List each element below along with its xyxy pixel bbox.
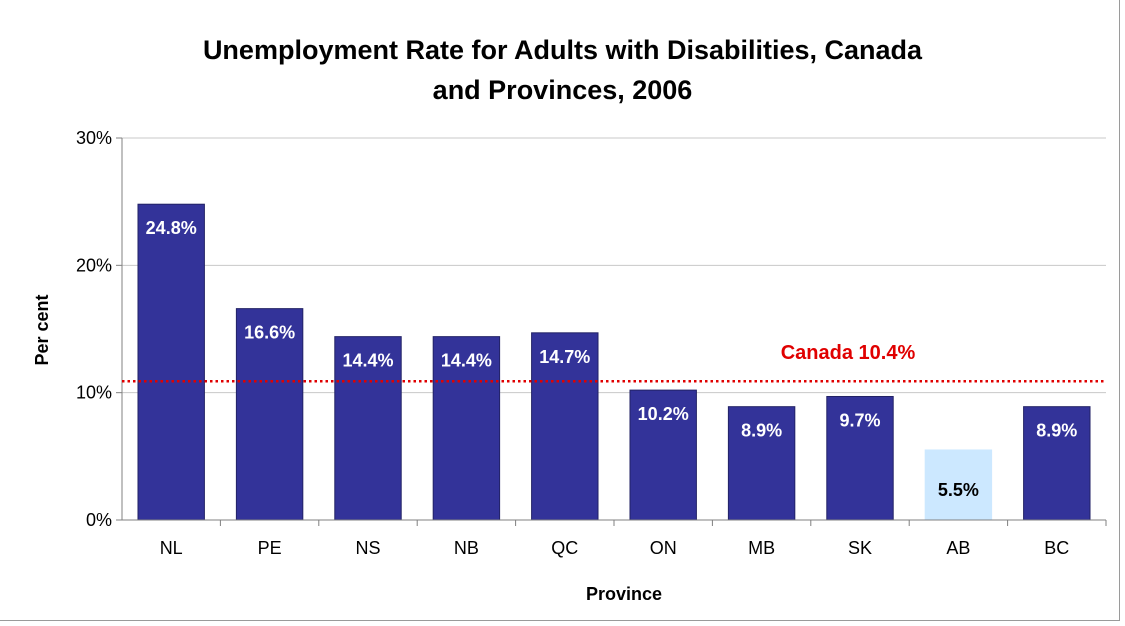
x-tick-label-qc: QC bbox=[551, 538, 578, 558]
x-tick-label-mb: MB bbox=[748, 538, 775, 558]
y-tick-label: 30% bbox=[76, 128, 112, 148]
bar-mb bbox=[727, 406, 796, 521]
canada-reference-label: Canada 10.4% bbox=[781, 342, 916, 364]
data-label-nb: 14.4% bbox=[441, 351, 492, 371]
x-tick-label-nb: NB bbox=[454, 538, 479, 558]
labels: 0% 10% 20% 30% 24.8% NL 16.6% PE 14.4% NS 14.4% NB 1… bbox=[76, 128, 1106, 558]
y-axis-title: Per cent bbox=[32, 294, 52, 365]
chart-title: Unemployment Rate for Adults with Disabi… bbox=[202, 35, 923, 105]
bar-nl bbox=[137, 203, 205, 521]
data-label-ab: 5.5% bbox=[938, 480, 979, 500]
bar-sk bbox=[826, 395, 894, 521]
x-tick-label-sk: SK bbox=[848, 538, 872, 558]
axes bbox=[116, 137, 1107, 526]
bar-bc bbox=[1023, 406, 1091, 521]
bar-on bbox=[629, 389, 697, 521]
data-label-qc: 14.7% bbox=[539, 347, 590, 367]
data-label-sk: 9.7% bbox=[839, 410, 880, 430]
x-tick-label-on: ON bbox=[650, 538, 677, 558]
data-label-pe: 16.6% bbox=[244, 323, 295, 343]
x-tick-label-ab: AB bbox=[946, 538, 970, 558]
data-label-nl: 24.8% bbox=[146, 218, 197, 238]
y-tick-label: 0% bbox=[86, 510, 112, 530]
y-tick-label: 10% bbox=[76, 383, 112, 403]
bar-pe bbox=[235, 308, 304, 521]
bar-ns bbox=[334, 336, 402, 521]
bar-nb bbox=[432, 336, 501, 521]
x-axis-title: Province bbox=[586, 584, 662, 604]
x-tick-label-nl: NL bbox=[160, 538, 183, 558]
bars bbox=[137, 203, 1091, 521]
bar-ab bbox=[924, 449, 993, 521]
data-label-bc: 8.9% bbox=[1036, 421, 1077, 441]
bar-qc bbox=[531, 332, 599, 521]
y-tick-label: 20% bbox=[76, 255, 112, 275]
x-tick-label-pe: PE bbox=[258, 538, 282, 558]
data-label-mb: 8.9% bbox=[741, 421, 782, 441]
x-tick-label-bc: BC bbox=[1044, 538, 1069, 558]
x-tick-label-ns: NS bbox=[355, 538, 380, 558]
data-label-on: 10.2% bbox=[638, 404, 689, 424]
data-label-ns: 14.4% bbox=[342, 351, 393, 371]
